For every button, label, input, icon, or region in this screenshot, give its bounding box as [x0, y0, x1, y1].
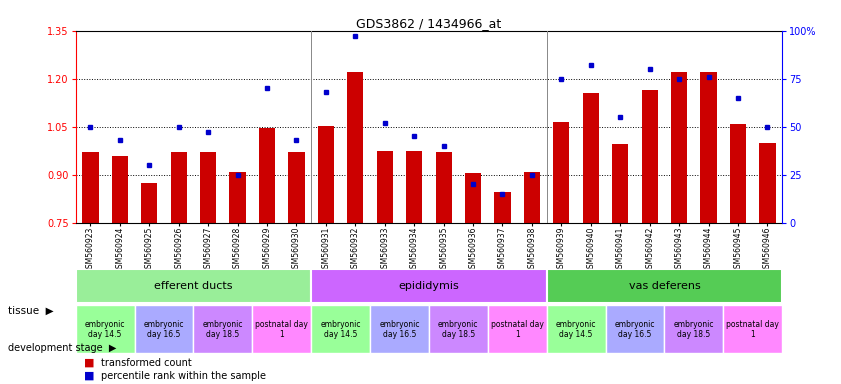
Bar	[606, 305, 664, 353]
Text: embryonic
day 16.5: embryonic day 16.5	[615, 319, 655, 339]
Bar	[436, 152, 452, 223]
Bar	[76, 269, 311, 303]
Bar	[135, 305, 193, 353]
Bar	[318, 126, 334, 223]
Text: ■: ■	[84, 358, 94, 368]
Bar	[429, 305, 488, 353]
Bar	[406, 151, 422, 223]
Text: postnatal day
1: postnatal day 1	[256, 319, 308, 339]
Bar	[377, 151, 393, 223]
Text: epididymis: epididymis	[399, 281, 459, 291]
Bar	[252, 305, 311, 353]
Text: efferent ducts: efferent ducts	[154, 281, 233, 291]
Text: ■: ■	[84, 371, 94, 381]
Bar	[347, 72, 363, 223]
Bar	[642, 90, 658, 223]
Bar	[82, 152, 98, 223]
Text: embryonic
day 14.5: embryonic day 14.5	[556, 319, 596, 339]
Text: embryonic
day 18.5: embryonic day 18.5	[203, 319, 243, 339]
Bar	[547, 305, 606, 353]
Text: embryonic
day 18.5: embryonic day 18.5	[438, 319, 479, 339]
Bar	[200, 152, 216, 223]
Bar	[370, 305, 429, 353]
Bar	[495, 192, 510, 223]
Bar	[612, 144, 628, 223]
Bar	[230, 172, 246, 223]
Bar	[723, 305, 782, 353]
Text: embryonic
day 18.5: embryonic day 18.5	[674, 319, 714, 339]
Bar	[488, 305, 547, 353]
Bar	[759, 143, 775, 223]
Text: development stage  ▶: development stage ▶	[8, 343, 117, 353]
Bar	[259, 128, 275, 223]
Bar	[288, 152, 304, 223]
Text: tissue  ▶: tissue ▶	[8, 306, 54, 316]
Bar	[583, 93, 599, 223]
Text: vas deferens: vas deferens	[628, 281, 701, 291]
Bar	[112, 156, 128, 223]
Bar	[465, 173, 481, 223]
Text: postnatal day
1: postnatal day 1	[491, 319, 543, 339]
Text: percentile rank within the sample: percentile rank within the sample	[101, 371, 266, 381]
Bar	[730, 124, 746, 223]
Text: embryonic
day 16.5: embryonic day 16.5	[144, 319, 184, 339]
Text: embryonic
day 14.5: embryonic day 14.5	[85, 319, 125, 339]
Bar	[547, 269, 782, 303]
Bar	[311, 305, 370, 353]
Text: embryonic
day 16.5: embryonic day 16.5	[379, 319, 420, 339]
Bar	[141, 183, 157, 223]
Bar	[76, 305, 135, 353]
Title: GDS3862 / 1434966_at: GDS3862 / 1434966_at	[357, 17, 501, 30]
Text: embryonic
day 14.5: embryonic day 14.5	[320, 319, 361, 339]
Bar	[553, 122, 569, 223]
Text: postnatal day
1: postnatal day 1	[727, 319, 779, 339]
Bar	[524, 172, 540, 223]
Bar	[171, 152, 187, 223]
Bar	[193, 305, 252, 353]
Bar	[311, 269, 547, 303]
Bar	[671, 72, 687, 223]
Bar	[664, 305, 723, 353]
Bar	[701, 72, 717, 223]
Text: transformed count: transformed count	[101, 358, 192, 368]
